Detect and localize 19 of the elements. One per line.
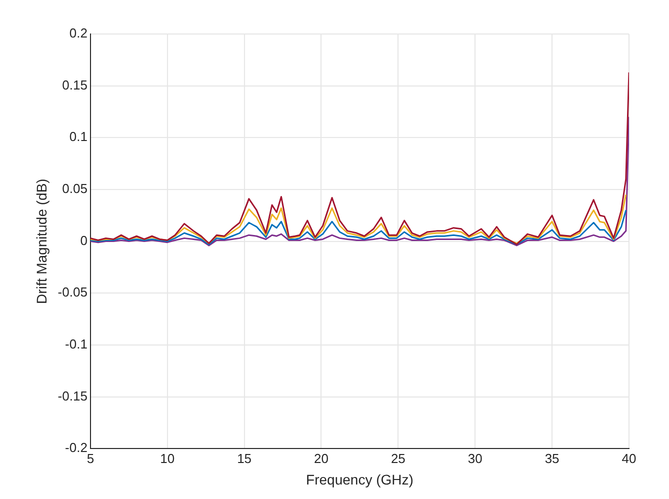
y-tick-label: 0.05 (62, 181, 88, 196)
x-tick-label: 35 (544, 450, 560, 466)
y-tick-label: -0.15 (58, 388, 88, 404)
x-tick-label: 30 (468, 450, 482, 466)
x-tick-label: 15 (237, 450, 252, 466)
y-tick-label: -0.05 (58, 284, 88, 300)
y-tick-label: -0.1 (65, 336, 88, 352)
x-tick-label: 40 (622, 450, 636, 466)
y-tick-label: 0.2 (69, 26, 88, 41)
x-tick-label: 10 (160, 450, 175, 466)
x-tick-label: 20 (314, 450, 328, 466)
y-axis-title: Drift Magnitude (dB) (33, 178, 50, 304)
x-tick-label: 25 (390, 450, 406, 466)
x-axis-title: Frequency (GHz) (306, 471, 414, 488)
y-tick-label: -0.2 (65, 440, 88, 456)
y-tick-label: 0.1 (69, 129, 88, 144)
y-tick-label: 0.15 (62, 77, 88, 92)
x-tick-label: 5 (86, 450, 94, 466)
y-tick-label: 0 (80, 232, 88, 248)
